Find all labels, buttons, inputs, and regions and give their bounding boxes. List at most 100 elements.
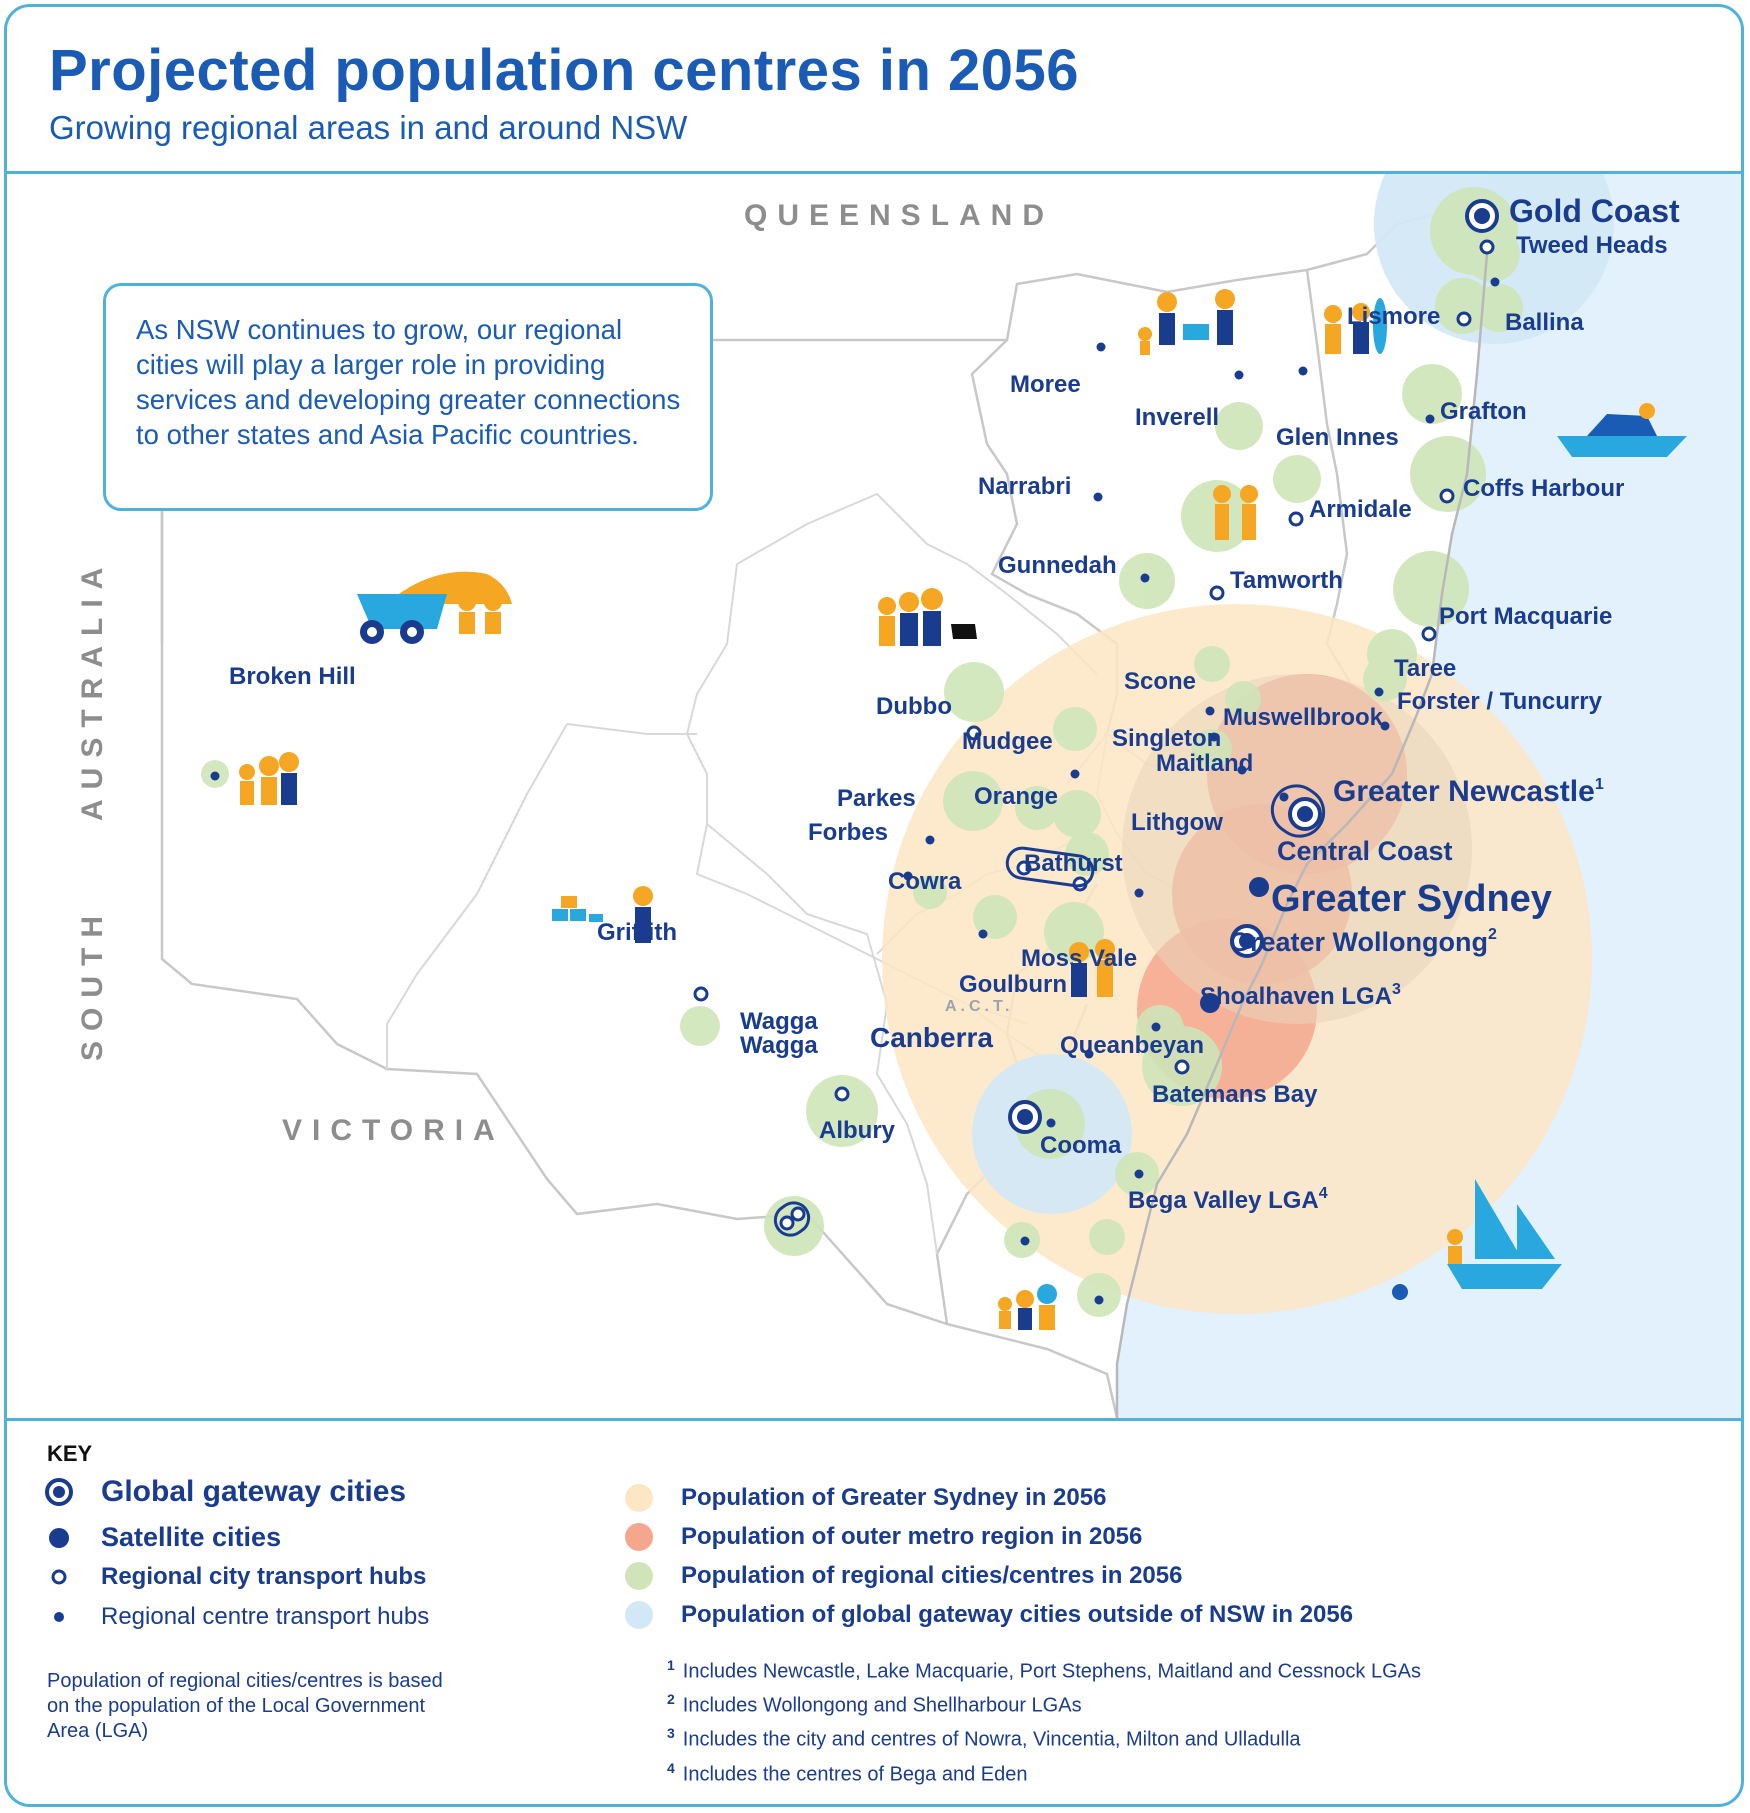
bega-family-icon [998, 1284, 1057, 1330]
greater-wollongong-label: Greater Wollongong2 [1229, 926, 1497, 957]
shoalhaven-label: Shoalhaven LGA3 [1200, 981, 1401, 1010]
forster-dot-icon [1380, 721, 1390, 731]
act-label: A.C.T. [945, 998, 1013, 1015]
moree-label: Moree [1010, 371, 1081, 398]
lismore-ring-icon [1456, 311, 1472, 327]
family-icon [878, 588, 977, 646]
nsw-map: QUEENSLAND VICTORIA SOUTH AUSTRALIA A.C.… [7, 174, 1741, 1418]
satellite-dot-icon [39, 1526, 79, 1550]
muswellbrook-label: Muswellbrook [1223, 704, 1384, 731]
page-title: Projected population centres in 2056 [49, 38, 1080, 103]
footnote-1: 1 Includes Newcastle, Lake Macquarie, Por… [667, 1657, 1421, 1683]
key-regional-centre: Regional centre transport hubs [39, 1603, 429, 1631]
maitland-label: Maitland [1156, 750, 1253, 777]
coastline [1115, 253, 1489, 1418]
goulburn-dot-icon [1084, 1049, 1094, 1059]
wollongong-dot-icon [1200, 993, 1220, 1013]
canberra-label: Canberra [870, 1022, 993, 1053]
coffs-harbour-label: Coffs Harbour [1463, 475, 1624, 502]
albury-label: Albury [819, 1117, 896, 1144]
swatch-regional-icon [619, 1561, 659, 1591]
griffith-farmer-icon [552, 886, 653, 943]
gunnedah-dot-icon [1140, 573, 1150, 583]
grafton-label: Grafton [1440, 398, 1527, 425]
canberra-gateway-icon [1008, 1100, 1042, 1134]
scone-dot-icon [1205, 706, 1215, 716]
key-gateway-label: Global gateway cities [101, 1475, 407, 1508]
lithgow-dot-icon [1134, 888, 1144, 898]
parkes-label: Parkes [837, 785, 916, 812]
queensland-label: QUEENSLAND [744, 199, 1054, 232]
page-subtitle: Growing regional areas in and around NSW [49, 109, 688, 146]
map-svg: QUEENSLAND VICTORIA SOUTH AUSTRALIA A.C.… [76, 174, 1741, 1418]
port-macquarie-ring-icon [1421, 626, 1437, 642]
queanbeyan-label: Queanbeyan [1060, 1032, 1204, 1059]
swatch-sydney-icon [619, 1483, 659, 1513]
cowra-dot-icon [978, 929, 988, 939]
glen-innes-label: Glen Innes [1276, 424, 1399, 451]
narrabri-label: Narrabri [978, 473, 1071, 500]
key-pop-outer: Population of outer metro region in 2056 [619, 1522, 1142, 1552]
tamworth-label: Tamworth [1230, 567, 1343, 594]
albury-wodonga-ring-icon [790, 1206, 806, 1222]
swatch-outer-icon [619, 1522, 659, 1552]
callout-text: As NSW continues to grow, our regional c… [136, 314, 681, 450]
key-note: Population of regional cities/centres is… [47, 1670, 443, 1742]
inverell-label: Inverell [1135, 404, 1219, 431]
sailboat-icon [1392, 1179, 1562, 1300]
key-regional-centre-label: Regional centre transport hubs [101, 1603, 430, 1630]
greater-sydney-label: Greater Sydney [1271, 878, 1552, 920]
armidale-people-icon [1213, 485, 1258, 540]
surfer-family-icon [1324, 298, 1387, 354]
taree-label: Taree [1394, 655, 1456, 682]
forbes-label: Forbes [808, 819, 888, 846]
gunnedah-label: Gunnedah [998, 552, 1117, 579]
key-regional-city: Regional city transport hubs [39, 1563, 426, 1591]
forbes-dot-icon [903, 871, 913, 881]
mudgee-label: Mudgee [962, 728, 1053, 755]
mining-truck-icon [357, 571, 512, 644]
orange-label: Orange [974, 783, 1058, 810]
tweed-heads-ring-icon [1479, 239, 1495, 255]
central-coast-label: Central Coast [1277, 836, 1453, 866]
small-dot-icon [39, 1610, 79, 1624]
port-macquarie-label: Port Macquarie [1439, 603, 1612, 630]
parkes-dot-icon [925, 835, 935, 845]
coffs-harbour-ring-icon [1439, 488, 1455, 504]
greater-newcastle-label: Greater Newcastle1 [1333, 775, 1604, 808]
footnote-3: 3 Includes the city and centres of Nowra,… [667, 1725, 1301, 1751]
footnote-4: 4 Includes the centres of Bega and Eden [667, 1760, 1028, 1786]
queanbeyan-dot-icon [1046, 1118, 1056, 1128]
ballina-dot-icon [1490, 277, 1500, 287]
footnote-2: 2 Includes Wollongong and Shellharbour LG… [667, 1691, 1082, 1717]
key-gateway: Global gateway cities [39, 1475, 406, 1509]
key-pop-regional-label: Population of regional cities/centres in… [681, 1562, 1183, 1589]
glen-innes-dot-icon [1298, 366, 1308, 376]
moss-vale-label: Moss Vale [1021, 945, 1137, 972]
key-satellite: Satellite cities [39, 1522, 281, 1553]
cooma-label: Cooma [1040, 1132, 1122, 1159]
muswellbrook-dot-icon [1209, 732, 1219, 742]
mudgee-dot-icon [1070, 769, 1080, 779]
bega-dot-icon [1094, 1295, 1104, 1305]
gold-coast-gateway-icon [1465, 199, 1499, 233]
key-satellite-label: Satellite cities [101, 1522, 282, 1552]
armidale-label: Armidale [1309, 496, 1412, 523]
victoria-label: VICTORIA [282, 1114, 505, 1147]
batemans-bay-dot-icon [1134, 1169, 1144, 1179]
bathurst-label: Bathurst [1024, 850, 1123, 877]
broken-hill-family-icon [239, 752, 299, 805]
key-pop-sydney: Population of Greater Sydney in 2056 [619, 1483, 1106, 1513]
dubbo-ring-icon [966, 725, 982, 741]
central-coast-dot-icon [1249, 877, 1269, 897]
greater-newcastle-gateway-icon [1270, 784, 1326, 838]
lismore-label: Lismore [1347, 303, 1440, 330]
northern-family-icon [1138, 289, 1235, 355]
key-regional-city-label: Regional city transport hubs [101, 1563, 427, 1590]
tamworth-ring-icon [1209, 585, 1225, 601]
key-pop-gateway: Population of global gateway cities outs… [619, 1600, 1353, 1630]
singleton-label: Singleton [1112, 725, 1221, 752]
illustrations [239, 289, 1687, 1330]
griffith-ring-icon [693, 986, 709, 1002]
taree-dot-icon [1374, 687, 1384, 697]
